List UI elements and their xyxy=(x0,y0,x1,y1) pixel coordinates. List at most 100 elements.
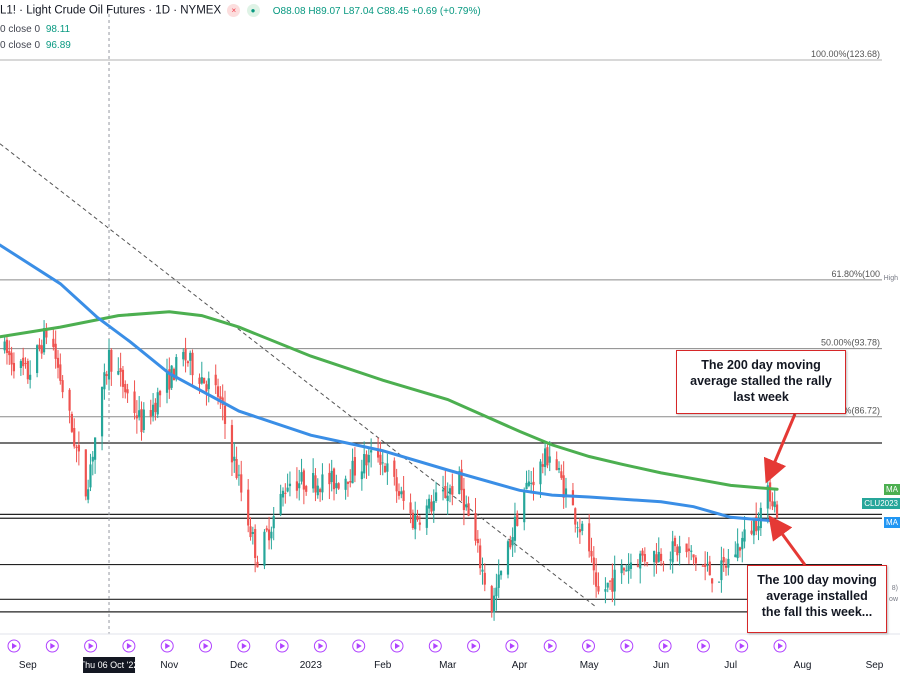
candle-body xyxy=(216,386,220,397)
candle xyxy=(416,509,419,522)
candle xyxy=(490,584,493,618)
candle-body xyxy=(578,529,581,533)
candle xyxy=(704,551,707,581)
candle-body xyxy=(319,489,322,493)
candle-body xyxy=(629,562,633,569)
candle-body xyxy=(270,531,273,539)
replay-icon xyxy=(318,643,324,649)
candle xyxy=(402,475,405,510)
candle xyxy=(657,537,660,563)
candle-body xyxy=(158,390,162,396)
candle xyxy=(428,494,431,514)
circle-icon[interactable]: ● xyxy=(246,4,260,17)
candle xyxy=(432,489,435,523)
candle-body xyxy=(659,553,663,562)
candle xyxy=(444,470,447,499)
candle xyxy=(207,371,210,403)
side-label: ow xyxy=(889,596,898,604)
candle-body xyxy=(527,481,530,486)
candle xyxy=(736,528,739,562)
candle xyxy=(321,463,324,501)
candle xyxy=(29,360,32,389)
close-icon[interactable]: × xyxy=(227,4,241,17)
candle xyxy=(353,447,356,483)
candle-body xyxy=(298,483,301,489)
candle xyxy=(284,483,287,504)
candle-body xyxy=(727,558,730,568)
candle-body xyxy=(657,551,660,562)
candle xyxy=(636,559,639,568)
candle-body xyxy=(247,489,250,526)
symbol-title: L1! · Light Crude Oil Futures · 1D · NYM… xyxy=(0,4,222,17)
candle-body xyxy=(267,529,271,541)
candle-body xyxy=(29,374,32,380)
candle-body xyxy=(61,380,64,393)
candle xyxy=(77,431,80,466)
candle-body xyxy=(604,589,607,592)
candle xyxy=(448,484,452,503)
candle xyxy=(302,468,305,505)
candle-body xyxy=(305,486,308,492)
candle-body xyxy=(706,564,709,566)
candle-body xyxy=(237,474,241,476)
candle xyxy=(272,507,275,541)
candle xyxy=(379,441,382,476)
candle xyxy=(539,459,542,498)
candle xyxy=(121,365,125,399)
candle-body xyxy=(467,503,470,516)
candle-body xyxy=(89,464,92,488)
candle-body xyxy=(68,389,71,411)
candle-body xyxy=(771,501,774,507)
candle-body xyxy=(511,537,514,546)
candle xyxy=(12,352,16,379)
trendline-dashed xyxy=(0,143,597,608)
candle xyxy=(659,548,663,567)
candle xyxy=(532,467,535,501)
candle xyxy=(479,538,482,575)
candle-body xyxy=(592,557,595,571)
candle-body xyxy=(690,550,693,552)
candle-body xyxy=(414,515,417,530)
candle-body xyxy=(367,454,370,463)
candle-body xyxy=(24,363,27,365)
candle-body xyxy=(381,462,384,464)
replay-icon xyxy=(467,639,481,653)
candle-body xyxy=(94,437,97,460)
candle-body xyxy=(87,489,90,500)
candle xyxy=(230,419,234,476)
candle xyxy=(330,459,333,492)
candle xyxy=(462,477,466,526)
candle-body xyxy=(233,456,236,461)
candle xyxy=(240,460,243,502)
candle xyxy=(451,473,454,506)
candle-body xyxy=(495,587,498,597)
candle-body xyxy=(736,543,739,559)
side-label: High xyxy=(883,274,898,282)
candle-body xyxy=(555,459,558,471)
candle-body xyxy=(42,328,46,353)
candle xyxy=(367,447,370,476)
candle xyxy=(91,451,94,476)
candle-body xyxy=(165,372,169,393)
candle-body xyxy=(581,523,584,531)
candle-body xyxy=(151,404,155,416)
candle xyxy=(117,357,120,376)
candle-body xyxy=(620,564,623,574)
candle-body xyxy=(256,561,259,568)
candle-body xyxy=(393,460,396,477)
axis-tick-label: Feb xyxy=(374,660,392,671)
price-tag: MA xyxy=(884,484,900,496)
candle xyxy=(395,468,398,503)
candle xyxy=(265,525,268,533)
axis-tick-label: 2023 xyxy=(300,660,323,671)
replay-icon xyxy=(356,643,362,649)
candle-body xyxy=(446,495,449,502)
candle-body xyxy=(544,448,547,468)
candle-body xyxy=(402,490,405,501)
candle xyxy=(685,543,688,558)
replay-icon xyxy=(620,639,634,653)
candle-body xyxy=(643,554,646,562)
candle xyxy=(474,497,477,546)
candle xyxy=(597,572,600,595)
